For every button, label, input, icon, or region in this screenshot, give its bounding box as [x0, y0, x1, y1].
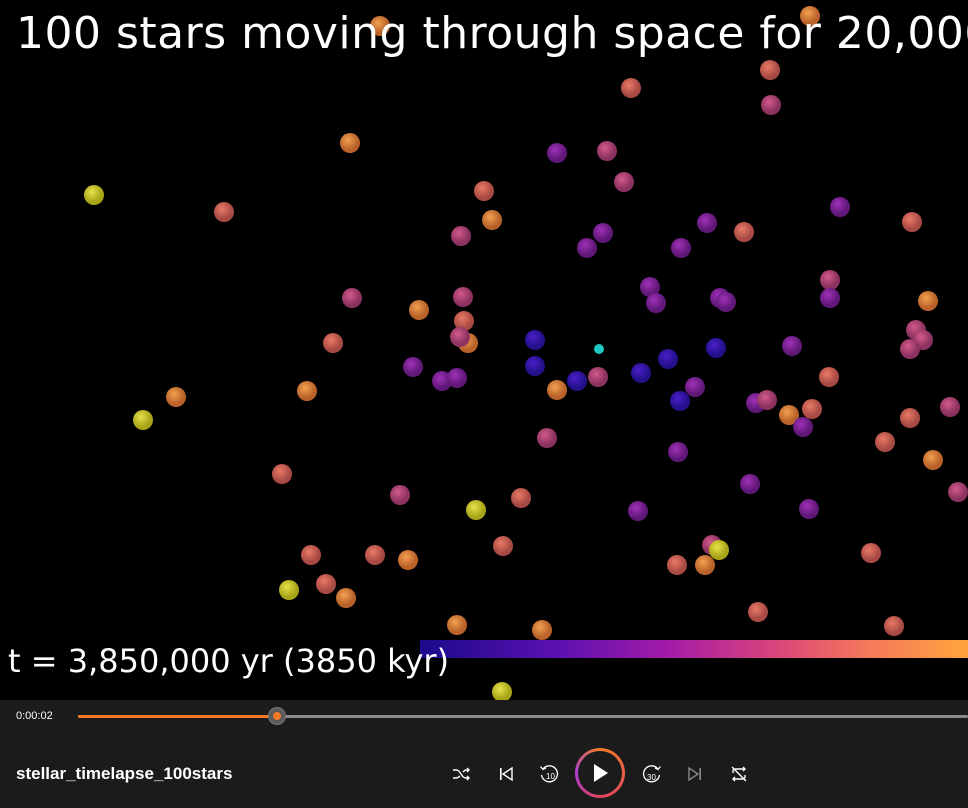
- rewind-10-label: 10: [546, 772, 555, 781]
- rewind-10-button[interactable]: 10: [533, 758, 565, 790]
- stars: [84, 6, 968, 700]
- shuffle-button[interactable]: [445, 758, 477, 790]
- video-title-overlay: 100 stars moving through space for 20,00…: [16, 8, 968, 59]
- media-title: stellar_timelapse_100stars: [16, 764, 233, 783]
- color-scale-bar: [420, 640, 968, 658]
- player-controls: 0:00:02 stellar_timelapse_100stars 10 30: [0, 700, 968, 808]
- current-time: 0:00:02: [16, 710, 53, 722]
- video-viewport[interactable]: 100 stars moving through space for 20,00…: [0, 0, 968, 700]
- next-button[interactable]: [679, 758, 711, 790]
- play-icon: [594, 764, 608, 782]
- shuffle-icon: [453, 767, 470, 781]
- forward-30-icon: 30: [642, 765, 661, 783]
- previous-button[interactable]: [490, 758, 522, 790]
- rewind-10-icon: 10: [540, 765, 559, 783]
- play-button[interactable]: [575, 748, 625, 798]
- repeat-off-icon: [731, 766, 747, 782]
- forward-30-label: 30: [647, 773, 656, 782]
- star-field: [84, 6, 968, 700]
- seek-bar[interactable]: [78, 715, 968, 718]
- seek-progress: [78, 715, 278, 718]
- next-icon: [688, 766, 701, 782]
- seek-thumb[interactable]: [268, 707, 287, 725]
- repeat-button[interactable]: [723, 758, 755, 790]
- elapsed-time-overlay: t = 3,850,000 yr (3850 kyr): [8, 642, 450, 680]
- forward-30-button[interactable]: 30: [636, 758, 668, 790]
- previous-icon: [500, 766, 513, 782]
